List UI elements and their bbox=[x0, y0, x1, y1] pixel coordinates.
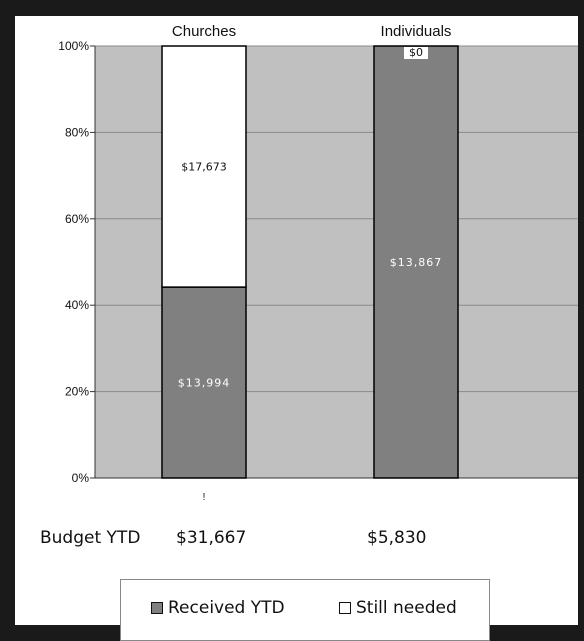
x-tick-mark: ! bbox=[203, 492, 206, 503]
legend-swatch-received bbox=[151, 602, 163, 614]
budget-value-churches: $31,667 bbox=[176, 528, 247, 548]
chart-frame: 0% 20% 40% 60% 80% 100% $13,994 $17,673 Churches… bbox=[15, 16, 578, 641]
chart-plot: 0% 20% 40% 60% 80% 100% $13,994 $17,673 Churches… bbox=[58, 23, 578, 503]
category-label-churches: Churches bbox=[172, 23, 236, 40]
y-tick-label: 20% bbox=[65, 385, 89, 399]
chart-legend: Received YTD Still needed bbox=[120, 579, 490, 641]
data-label-still-needed-churches: $17,673 bbox=[181, 161, 227, 174]
legend-label-received: Received YTD bbox=[168, 598, 285, 618]
bar-still-needed-churches bbox=[161, 45, 247, 288]
data-label-received-ytd-churches: $13,994 bbox=[178, 377, 231, 390]
legend-item-received: Received YTD bbox=[151, 597, 285, 619]
y-tick-label: 100% bbox=[58, 39, 89, 53]
y-tick-label: 40% bbox=[65, 298, 89, 312]
category-label-individuals: Individuals bbox=[381, 23, 452, 40]
y-tick-label: 60% bbox=[65, 212, 89, 226]
budget-row: Budget YTD $31,667 $5,830 bbox=[15, 526, 578, 556]
data-label-bg bbox=[404, 47, 428, 59]
budget-label: Budget YTD bbox=[40, 528, 141, 548]
y-tick-label: 0% bbox=[72, 471, 90, 485]
data-label-still-needed-individuals: $0 bbox=[409, 46, 423, 59]
y-tick-label: 80% bbox=[65, 125, 89, 139]
budget-value-individuals: $5,830 bbox=[367, 528, 427, 548]
legend-item-still-needed: Still needed bbox=[339, 597, 457, 619]
bar-received-ytd-individuals bbox=[373, 45, 459, 479]
data-label-received-ytd-individuals: $13,867 bbox=[390, 256, 443, 269]
legend-label-still-needed: Still needed bbox=[356, 598, 457, 618]
legend-swatch-still-needed bbox=[339, 602, 351, 614]
bar-received-ytd-churches bbox=[161, 286, 247, 479]
